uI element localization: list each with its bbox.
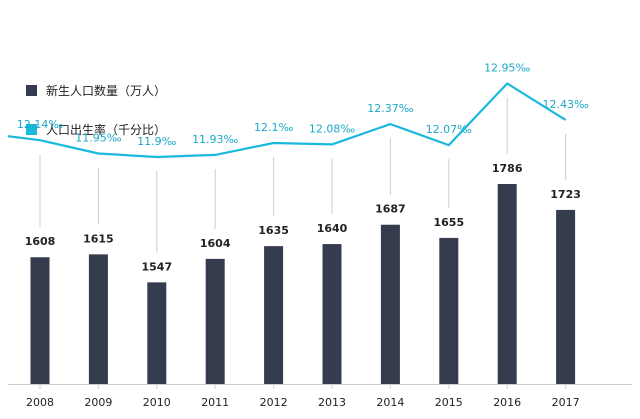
bar-value-label-2014: 1687 — [375, 203, 406, 216]
bar-2012 — [264, 246, 284, 384]
legend-label-rate: 人口出生率（千分比） — [46, 122, 166, 137]
bar-2011 — [205, 258, 225, 384]
bar-value-label-2017: 1723 — [550, 188, 581, 201]
bar-value-label-2015: 1655 — [433, 216, 464, 229]
rate-line — [7, 82, 567, 159]
bar-2008 — [30, 257, 50, 384]
x-tick-label-2014: 2014 — [376, 396, 404, 409]
bar-value-label-2011: 1604 — [200, 237, 231, 250]
x-tick-label-2010: 2010 — [143, 396, 171, 409]
rate-label-2010: 11.9‰ — [137, 135, 176, 148]
bar-value-label-2010: 1547 — [141, 260, 172, 273]
bar-2010 — [147, 282, 167, 384]
x-tick-label-2012: 2012 — [260, 396, 288, 409]
bar-value-label-2012: 1635 — [258, 224, 289, 237]
plot-area: 1608 2008 12.14‰ 1615 2009 11.95‰ 1547 2010 11.9… — [7, 62, 632, 409]
legend-swatch-rate — [26, 124, 37, 135]
legend-swatch-bars — [26, 85, 37, 96]
bar-2014 — [380, 224, 400, 384]
bar-2015 — [439, 237, 459, 384]
rate-label-2008: 12.14‰ — [17, 118, 63, 131]
bar-2009 — [88, 254, 108, 384]
rate-label-2014: 12.37‰ — [367, 102, 413, 115]
x-tick-label-2013: 2013 — [318, 396, 346, 409]
x-tick-label-2009: 2009 — [84, 396, 112, 409]
rate-label-2009: 11.95‰ — [75, 132, 121, 145]
rate-label-2012: 12.1‰ — [254, 121, 293, 134]
bar-value-label-2016: 1786 — [492, 162, 523, 175]
legend-label-bars: 新生人口数量（万人） — [46, 83, 166, 98]
bar-value-label-2008: 1608 — [25, 235, 56, 248]
x-tick-label-2016: 2016 — [493, 396, 521, 409]
x-tick-label-2011: 2011 — [201, 396, 229, 409]
legend: 新生人口数量（万人） 人口出生率（千分比） — [26, 83, 166, 137]
bar-2013 — [322, 244, 342, 384]
x-tick-label-2017: 2017 — [552, 396, 580, 409]
rate-label-2017: 12.43‰ — [542, 98, 588, 111]
x-tick-label-2015: 2015 — [435, 396, 463, 409]
x-tick-label-2008: 2008 — [26, 396, 54, 409]
rate-label-2013: 12.08‰ — [309, 122, 355, 135]
bar-value-label-2013: 1640 — [317, 222, 348, 235]
bar-2016 — [497, 183, 517, 384]
rate-label-2015: 12.07‰ — [426, 123, 472, 136]
bar-value-label-2009: 1615 — [83, 232, 114, 245]
rate-label-2011: 11.93‰ — [192, 133, 238, 146]
rate-label-2016: 12.95‰ — [484, 62, 530, 75]
bar-2017 — [556, 209, 576, 384]
